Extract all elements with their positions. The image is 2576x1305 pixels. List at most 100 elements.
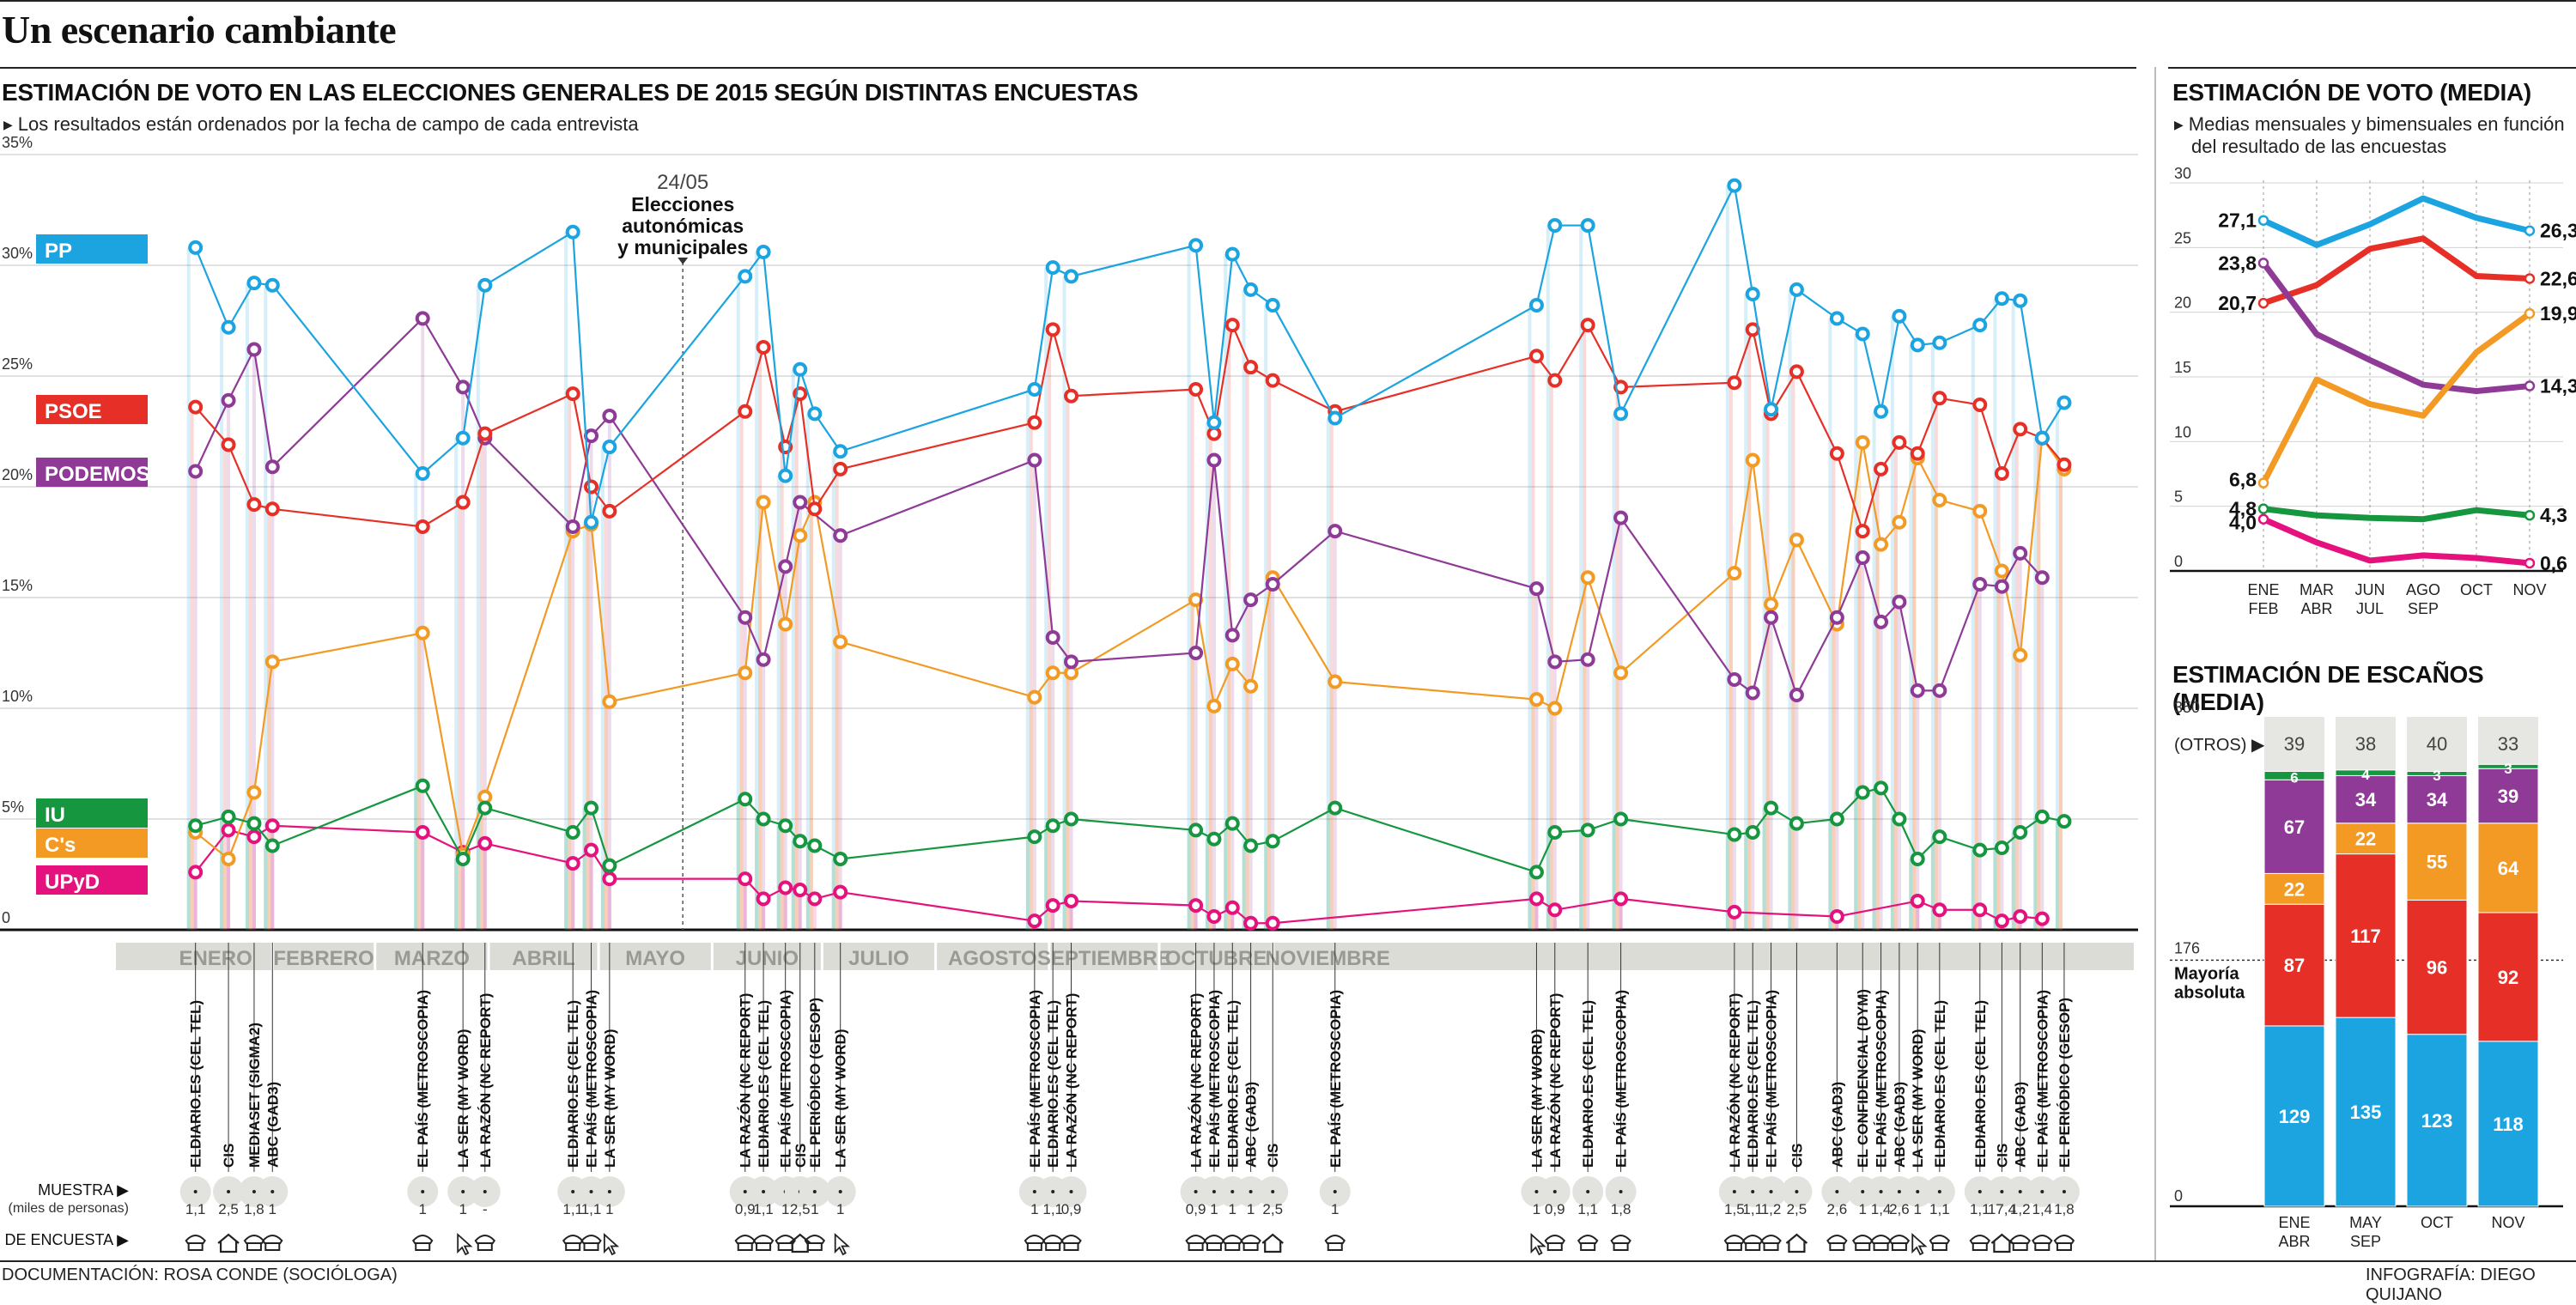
poll-label: ABC (GAD3) bbox=[1243, 1082, 1260, 1168]
telephone-icon bbox=[1544, 1235, 1566, 1251]
month-label: SEPTIEMBRE bbox=[1037, 947, 1171, 970]
poll-label: LA SER (MY WORD) bbox=[1528, 1029, 1545, 1168]
data-point-iu bbox=[1045, 818, 1060, 834]
seat-value-psoe: 96 bbox=[2427, 957, 2447, 979]
muestra-dot bbox=[571, 1190, 575, 1193]
muestra-value: 1 bbox=[1210, 1201, 1218, 1217]
muestra-value: 1 bbox=[1229, 1201, 1236, 1217]
poll-stem bbox=[798, 889, 802, 930]
telephone-icon bbox=[1577, 1235, 1599, 1251]
avg-point-start bbox=[2257, 258, 2269, 269]
seat-value-psoe: 92 bbox=[2498, 967, 2518, 988]
poll-label: ELDIARIO.ES (CEL TEL) bbox=[1045, 1000, 1061, 1168]
poll-stem bbox=[604, 701, 608, 930]
poll-label: EL PAÍS (METROSCOPIA) bbox=[1027, 990, 1043, 1168]
poll-stem bbox=[458, 854, 462, 930]
poll-stem bbox=[586, 487, 590, 930]
data-point-c-s bbox=[793, 528, 808, 543]
data-point-iu bbox=[1892, 811, 1907, 827]
seat-value-podemos: 39 bbox=[2498, 786, 2518, 807]
poll-stem bbox=[1890, 819, 1894, 930]
poll-stem bbox=[454, 859, 459, 930]
telephone-icon bbox=[1240, 1235, 1261, 1251]
legend-label-pp: PP bbox=[45, 240, 72, 263]
data-point-c-s bbox=[1874, 537, 1889, 552]
poll-stem bbox=[564, 232, 568, 930]
data-point-iu bbox=[2057, 814, 2072, 829]
data-point-iu bbox=[455, 851, 471, 866]
data-point-upyd bbox=[264, 818, 280, 834]
poll-label: EL PAÍS (METROSCOPIA) bbox=[778, 990, 794, 1168]
legend-label-podemos: PODEMOS bbox=[45, 463, 150, 486]
data-point-psoe bbox=[2057, 457, 2072, 472]
telephone-icon bbox=[580, 1235, 602, 1251]
poll-stem bbox=[1326, 808, 1330, 930]
seat-bar-pp bbox=[2263, 1025, 2325, 1207]
data-point-podemos bbox=[246, 342, 262, 357]
poll-stem bbox=[267, 661, 271, 930]
poll-stem bbox=[264, 845, 268, 930]
data-point-pp bbox=[1829, 311, 1844, 326]
data-point-psoe bbox=[833, 461, 848, 476]
poll-stem bbox=[2058, 464, 2063, 930]
poll-label: ELDIARIO.ES (CEL TEL) bbox=[1745, 1000, 1761, 1168]
poll-stem bbox=[1854, 792, 1858, 930]
poll-stem bbox=[1224, 823, 1228, 930]
data-point-c-s bbox=[1613, 665, 1629, 681]
data-point-psoe bbox=[1789, 364, 1804, 379]
data-point-c-s bbox=[1027, 689, 1042, 705]
data-point-podemos bbox=[1764, 610, 1779, 625]
month-label: OCTUBRE bbox=[1165, 947, 1267, 970]
muestra-value: 17,4 bbox=[1988, 1201, 2016, 1217]
poll-label: EL PAÍS (METROSCOPIA) bbox=[1764, 990, 1780, 1168]
main-chart-subtitle: Los resultados están ordenados por la fe… bbox=[3, 113, 639, 136]
poll-stem bbox=[2011, 300, 2015, 930]
poll-stem bbox=[223, 859, 228, 930]
cursor-icon bbox=[1530, 1232, 1546, 1256]
poll-stem bbox=[1897, 602, 1901, 930]
muestra-dot bbox=[1032, 1190, 1036, 1193]
poll-stem bbox=[1062, 276, 1066, 930]
telephone-icon bbox=[411, 1235, 434, 1251]
data-point-c-s bbox=[1327, 674, 1343, 689]
muestra-dot bbox=[270, 1190, 275, 1193]
poll-stem bbox=[1329, 411, 1334, 930]
data-point-iu bbox=[1789, 816, 1804, 831]
poll-stem bbox=[1249, 599, 1253, 930]
poll-stem bbox=[1747, 329, 1752, 930]
poll-stem bbox=[270, 466, 275, 930]
poll-stem bbox=[1230, 634, 1235, 930]
data-point-psoe bbox=[602, 503, 617, 519]
muestra-value: 1 bbox=[269, 1201, 276, 1217]
poll-stem bbox=[2037, 438, 2041, 930]
poll-stem bbox=[1725, 185, 1729, 930]
month-label: JULIO bbox=[848, 947, 909, 970]
poll-stem bbox=[1044, 825, 1048, 930]
poll-stem bbox=[783, 566, 787, 930]
muestra-value: 1,8 bbox=[1611, 1201, 1631, 1217]
data-point-pp bbox=[1932, 335, 1947, 350]
muestra-dot bbox=[812, 1190, 817, 1193]
data-point-pp bbox=[584, 514, 599, 530]
telephone-icon bbox=[1324, 1235, 1346, 1251]
seat-value-pp: 129 bbox=[2279, 1106, 2311, 1127]
series-line-psoe bbox=[194, 321, 2065, 535]
data-point-pp bbox=[1265, 297, 1280, 313]
cursor-icon bbox=[457, 1232, 473, 1256]
avg-point-start bbox=[2257, 297, 2269, 309]
data-point-psoe bbox=[738, 404, 753, 419]
telephone-icon bbox=[804, 1235, 826, 1251]
seat-bar-podemos bbox=[2335, 774, 2397, 824]
data-point-pp bbox=[807, 406, 823, 422]
poll-stem bbox=[2037, 438, 2041, 930]
muestra-value: 2,6 bbox=[1827, 1201, 1848, 1217]
poll-stem bbox=[783, 887, 787, 930]
muestra-value: 1,2 bbox=[1761, 1201, 1782, 1217]
x-tick-label: NOV bbox=[2512, 581, 2546, 598]
muestra-dot bbox=[2000, 1190, 2004, 1193]
poll-stem bbox=[1619, 518, 1623, 930]
poll-stem bbox=[1996, 571, 2001, 930]
seat-bar-c-s bbox=[2406, 822, 2468, 901]
poll-stem bbox=[1728, 573, 1733, 930]
